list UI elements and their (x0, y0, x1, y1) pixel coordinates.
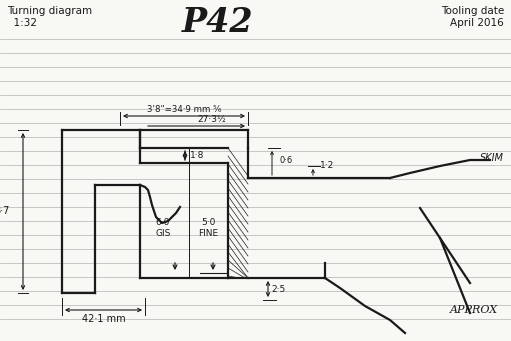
Text: 2·5: 2·5 (271, 285, 285, 295)
Text: 1·2: 1·2 (320, 162, 334, 170)
Text: 8·7: 8·7 (0, 207, 10, 217)
Text: Tooling date
April 2016: Tooling date April 2016 (441, 6, 504, 28)
Text: 1·8: 1·8 (190, 151, 204, 160)
Text: 5·0
FINE: 5·0 FINE (198, 218, 218, 238)
Text: P42: P42 (182, 6, 254, 39)
Text: SKIM: SKIM (480, 153, 504, 163)
Text: 0·6: 0·6 (280, 156, 293, 165)
Text: 42·1 mm: 42·1 mm (82, 314, 125, 324)
Text: APPROX: APPROX (450, 305, 498, 315)
Text: Turning diagram
  1:32: Turning diagram 1:32 (7, 6, 92, 28)
Text: 3'8"=34·9 mm ⁵⁄₆: 3'8"=34·9 mm ⁵⁄₆ (147, 105, 221, 114)
Text: 6·0
GIS: 6·0 GIS (155, 218, 171, 238)
Text: 27·3½: 27·3½ (197, 115, 226, 124)
